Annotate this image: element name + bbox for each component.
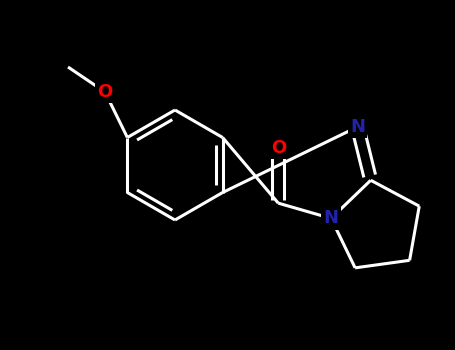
Text: N: N	[350, 118, 365, 136]
Text: O: O	[271, 139, 286, 157]
Text: O: O	[97, 83, 113, 101]
Text: N: N	[324, 209, 339, 228]
